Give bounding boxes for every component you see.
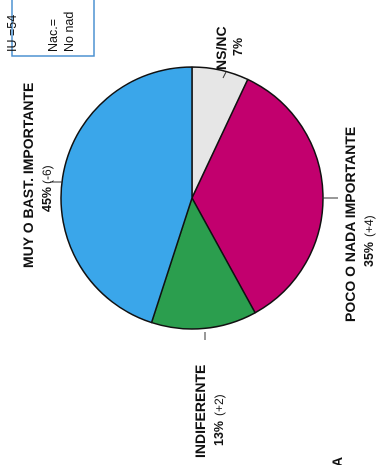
slice-label-indiferente-pct: 13%	[212, 421, 226, 446]
slice-label-nsnc-title: NS/NC	[213, 26, 229, 70]
pie-slice-indiferente	[150, 197, 256, 330]
slice-label-poco-change: (+4)	[362, 215, 376, 237]
slice-label-poco: POCO O NADA IMPORTANTE 35% (+4)	[342, 127, 376, 322]
leader-line-nsnc	[222, 71, 227, 79]
note-box-border	[11, 0, 95, 57]
note-box: No nad Nac.= IU =54	[5, 0, 95, 57]
slice-label-nsnc-pct: 7%	[231, 38, 245, 56]
note-line-1: No nad	[62, 12, 76, 52]
slice-label-indiferente: INDIFERENTE 13% (+2)	[192, 365, 226, 458]
leader-lines	[50, 71, 338, 340]
pie-slices	[60, 66, 324, 330]
slice-label-muy-change: (-6)	[40, 165, 54, 184]
pie-slice-poco-o-nada-importante	[191, 78, 324, 314]
note-line-2: Nac.=	[46, 19, 60, 52]
cropped-title-fragment: A	[329, 457, 345, 465]
slice-label-poco-pct: 35%	[362, 242, 376, 267]
slice-label-indiferente-title: INDIFERENTE	[192, 365, 208, 458]
pie-slice-muy-o-bast-importante	[60, 66, 193, 324]
slice-label-poco-title: POCO O NADA IMPORTANTE	[342, 127, 358, 322]
note-line-3: IU =54	[5, 15, 19, 52]
slice-label-nsnc: NS/NC 7%	[213, 26, 245, 70]
slice-label-muy-title: MUY O BAST. IMPORTANTE	[20, 83, 36, 268]
slice-label-indiferente-change: (+2)	[212, 394, 226, 416]
slice-label-muy-pct: 45%	[40, 187, 54, 212]
slice-label-muy: MUY O BAST. IMPORTANTE 45% (-6)	[20, 83, 54, 268]
